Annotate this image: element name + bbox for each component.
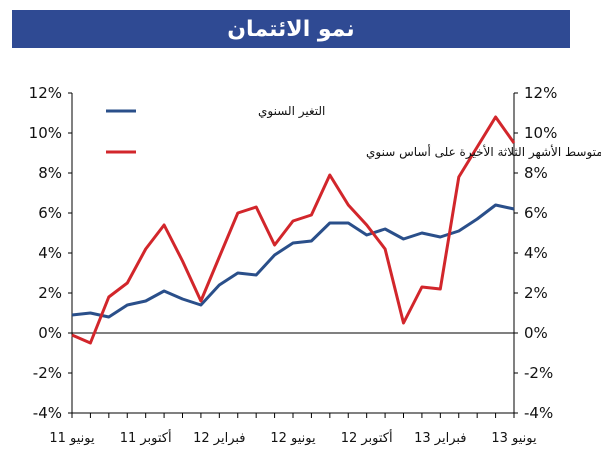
y-tick-label-left: 12% [29,84,62,102]
y-tick-label-right: 12% [524,84,557,102]
x-tick-label: يونيو 13 [491,431,537,446]
series-line-1 [71,203,515,319]
y-tick-label-right: 8% [524,164,548,182]
y-tick-label-right: 2% [524,284,548,302]
x-tick-label: يونيو 11 [49,431,95,446]
x-tick-label: أكتوبر 12 [341,429,393,446]
x-tick-label: فبراير 13 [414,431,466,446]
x-tick-label: فبراير 12 [193,431,245,446]
y-tick-label-left: 8% [38,164,62,182]
x-tick-label: أكتوبر 11 [120,429,172,446]
y-tick-label-right: 0% [524,324,548,342]
series-line-2 [71,115,516,345]
y-tick-label-right: 6% [524,204,548,222]
y-tick-label-left: 10% [29,124,62,142]
y-tick-label-left: 0% [38,324,62,342]
legend-label-1: التغير السنوي [258,104,325,119]
y-tick-label-right: -4% [524,404,553,422]
y-tick-label-left: 2% [38,284,62,302]
y-tick-label-left: 6% [38,204,62,222]
chart-title: نمو الائتمان [227,16,355,42]
y-tick-label-right: 4% [524,244,548,262]
legend-label-2: متوسط الأشهر الثلاثة الأخيرة على أساس سن… [366,144,601,160]
y-tick-label-right: 10% [524,124,557,142]
chart-title-bar: نمو الائتمان [12,10,570,48]
y-tick-label-left: -2% [33,364,62,382]
x-tick-label: يونيو 12 [270,431,316,446]
y-tick-label-right: -2% [524,364,553,382]
y-tick-label-left: 4% [38,244,62,262]
y-tick-label-left: -4% [33,404,62,422]
